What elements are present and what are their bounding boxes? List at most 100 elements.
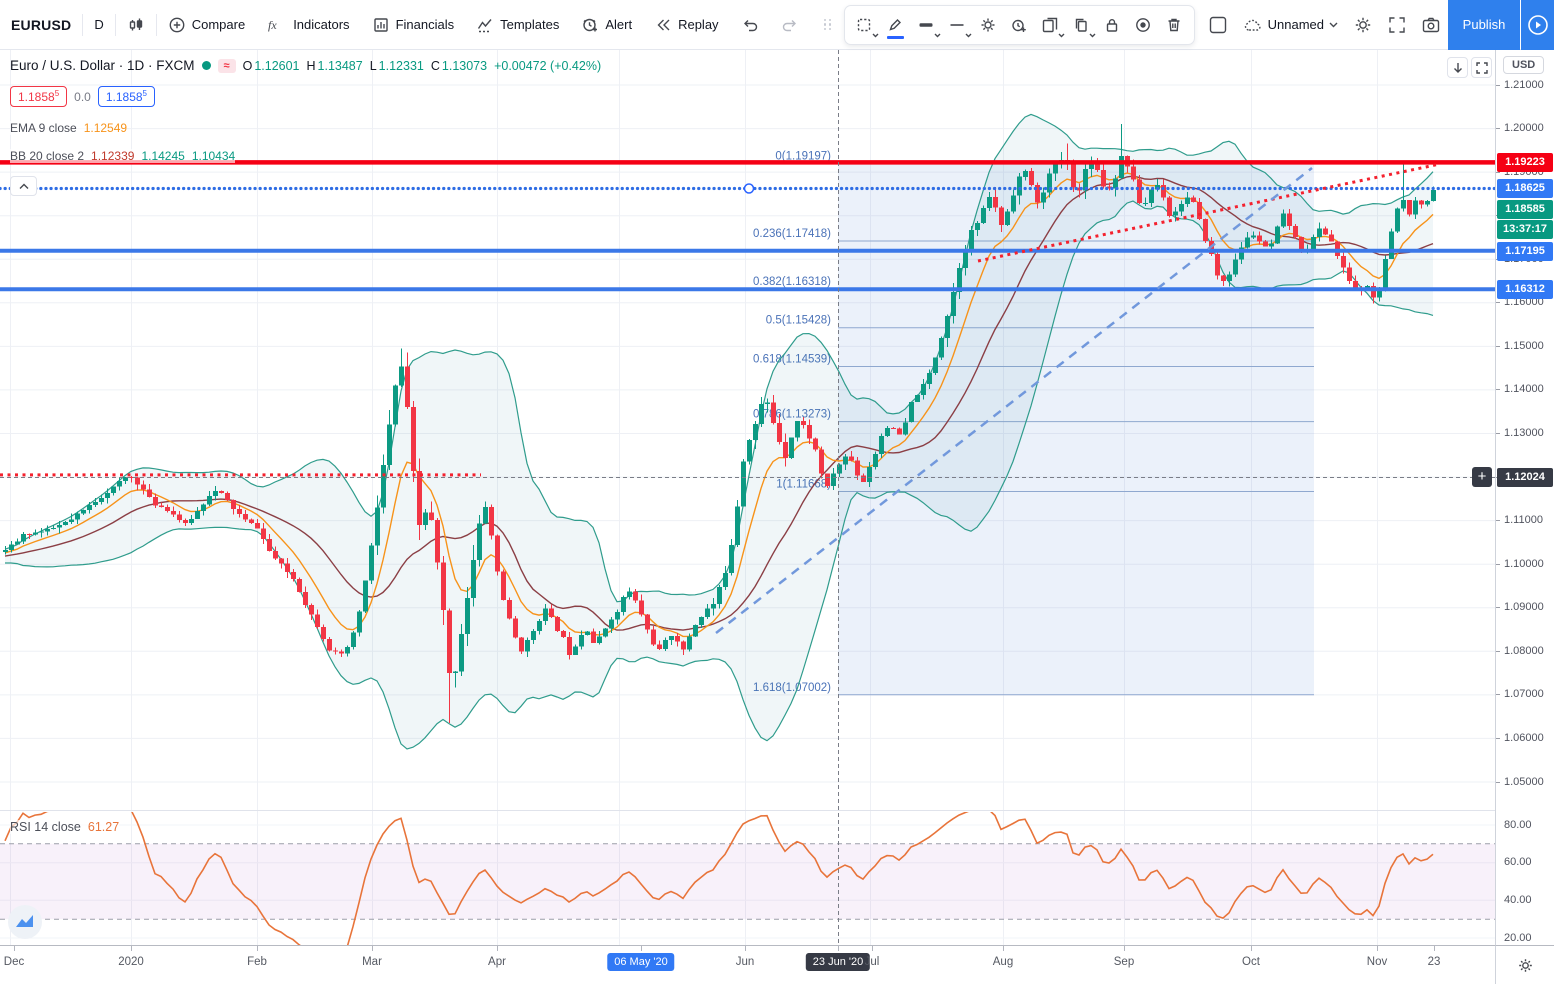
blue-price-box[interactable]: 1.18585 — [97, 86, 155, 107]
time-axis-tick — [372, 946, 373, 951]
templates-button[interactable]: Templates — [465, 0, 570, 50]
time-axis-label: Nov — [1366, 956, 1388, 968]
time-marker-badge[interactable]: 06 May '20 — [607, 953, 675, 971]
price-chart-svg: 0(1.19197) 0.236(1.17418) 0.382(1.16318) 0.… — [0, 50, 1495, 945]
fib-level-label: 1.618(1.07002) — [753, 682, 831, 694]
red-price-box[interactable]: 1.18585 — [10, 86, 68, 107]
add-alert-on-drawing-button[interactable] — [1004, 9, 1035, 41]
bb-lower-value: 1.10434 — [191, 149, 236, 163]
remove-drawings-button[interactable] — [1159, 9, 1190, 41]
line-style-button[interactable] — [942, 9, 973, 41]
add-order-plus-button[interactable]: + — [1472, 467, 1492, 487]
time-marker-badge[interactable]: 23 Jun '20 — [805, 953, 871, 971]
grid — [0, 50, 1495, 945]
rsi-value: 61.27 — [87, 820, 120, 834]
alert-button[interactable]: Alert — [570, 0, 643, 50]
layout-name-button[interactable]: Unnamed — [1235, 17, 1346, 33]
publish-menu-button[interactable] — [1521, 0, 1554, 50]
fullscreen-button[interactable] — [1380, 0, 1414, 50]
time-axis-tick — [131, 946, 132, 951]
tradingview-logo-icon[interactable] — [8, 905, 42, 939]
undo-button[interactable] — [730, 0, 770, 50]
ohlc-key: L — [369, 58, 377, 73]
hide-drawings-button[interactable] — [1128, 9, 1159, 41]
toolbar-drag-handle[interactable] — [823, 18, 832, 31]
symbol-legend: Euro / U.S. Dollar · 1D · FXCM ≈ O 1.1260… — [10, 58, 601, 73]
svg-text:fx: fx — [268, 18, 277, 32]
drawings-layer[interactable] — [0, 160, 1495, 634]
alert-clock-icon — [581, 16, 599, 34]
time-axis-tick — [497, 946, 498, 951]
chart-settings-button[interactable] — [1346, 0, 1380, 50]
blue-line2-price-tag[interactable]: 1.16312 — [1497, 279, 1553, 299]
compare-button[interactable]: Compare — [157, 0, 256, 50]
red-line-price-tag[interactable]: 1.19223 — [1497, 152, 1553, 172]
toolbar-right-group: Unnamed Publish — [1201, 0, 1554, 50]
blue-line1-price-tag[interactable]: 1.17195 — [1497, 241, 1553, 261]
price-axis-label: 1.07000 — [1504, 688, 1544, 701]
time-axis[interactable]: Dec 2020 Feb Mar Apr 06 May '20 Jun 23 Jun '20 J… — [0, 945, 1495, 984]
time-axis-tick — [1377, 946, 1378, 951]
chart-style-button[interactable] — [116, 0, 156, 50]
price-axis-label: 1.05000 — [1504, 775, 1544, 788]
indicators-button[interactable]: fx Indicators — [268, 17, 350, 32]
line-handle[interactable] — [743, 183, 755, 194]
time-axis-label: Mar — [362, 956, 382, 968]
replay-button[interactable]: Replay — [643, 0, 729, 50]
last-price-tag[interactable]: 1.18585 — [1497, 199, 1553, 219]
maximize-pane-button[interactable] — [1471, 57, 1492, 78]
time-axis-tick — [1124, 946, 1125, 951]
lock-drawings-button[interactable] — [1097, 9, 1128, 41]
rsi-axis-label: 40.00 — [1504, 893, 1532, 906]
symbol-title[interactable]: Euro / U.S. Dollar · 1D · FXCM — [10, 58, 195, 73]
cursor-tool-button[interactable] — [849, 9, 880, 41]
fib-level-label: 0.5(1.15428) — [766, 315, 831, 327]
price-axis-label: 1.10000 — [1504, 557, 1544, 570]
blue-dashed-trendline — [715, 167, 1313, 634]
collapse-legend-button[interactable] — [10, 176, 37, 196]
ohlc-value: 1.13487 — [317, 58, 363, 73]
line-thickness-button[interactable] — [911, 9, 942, 41]
price-axis-label: 1.13000 — [1504, 427, 1544, 439]
symbol-button[interactable]: EURUSD — [0, 0, 82, 50]
axis-tick — [1496, 520, 1500, 522]
currency-toggle-button[interactable]: USD — [1503, 56, 1545, 74]
fib-level-label: 0.382(1.16318) — [753, 276, 831, 288]
axis-tick — [1496, 84, 1500, 86]
rsi-legend[interactable]: RSI 14 close 61.27 — [10, 820, 120, 834]
draw-tool-button[interactable] — [880, 9, 911, 41]
time-axis-tick — [1251, 946, 1252, 951]
axis-settings-corner[interactable] — [1495, 945, 1554, 984]
screenshot-button[interactable] — [1414, 0, 1448, 50]
redo-button[interactable] — [770, 0, 810, 50]
blue-dotted-price-tag[interactable]: 1.18625 — [1497, 178, 1553, 198]
time-axis-label: Sep — [1113, 956, 1135, 968]
crosshair-price-tag[interactable]: 1.12024 — [1497, 467, 1553, 487]
ema-legend[interactable]: EMA 9 close 1.12549 — [10, 121, 128, 135]
chart-plot-area[interactable]: 0(1.19197) 0.236(1.17418) 0.382(1.16318) 0.… — [0, 50, 1495, 945]
time-axis-label: Aug — [992, 956, 1014, 968]
axis-tick — [1496, 607, 1500, 609]
time-axis-tick — [257, 946, 258, 951]
layout-select-button[interactable] — [1201, 0, 1235, 50]
object-tree-button[interactable] — [1035, 9, 1066, 41]
time-axis-label: Jun — [735, 956, 755, 968]
clone-drawing-button[interactable] — [1066, 9, 1097, 41]
axis-tick — [1496, 737, 1500, 739]
fib-level-label: 0.618(1.14539) — [753, 354, 831, 366]
axis-tick — [1496, 302, 1500, 304]
bb-legend[interactable]: BB 20 close 2 1.12339 1.14245 1.10434 — [10, 149, 236, 163]
separator — [82, 13, 84, 36]
axis-tick — [1496, 433, 1500, 434]
time-axis-tick — [1003, 946, 1004, 951]
publish-button[interactable]: Publish — [1448, 0, 1520, 50]
interval-button[interactable]: D — [94, 17, 104, 32]
price-axis[interactable]: USD 1.210001.200001.190001.180001.170001… — [1495, 50, 1554, 945]
top-toolbar: EURUSD D Compare fx Indicators Financial… — [0, 0, 1554, 50]
bar-countdown-tag[interactable]: 13:37:17 — [1497, 219, 1553, 239]
drawing-toolbar — [843, 4, 1195, 45]
drawing-settings-button[interactable] — [973, 9, 1004, 41]
time-axis-label: 2020 — [118, 956, 144, 968]
financials-button[interactable]: Financials — [361, 0, 466, 50]
scroll-to-realtime-button[interactable] — [1447, 57, 1468, 78]
